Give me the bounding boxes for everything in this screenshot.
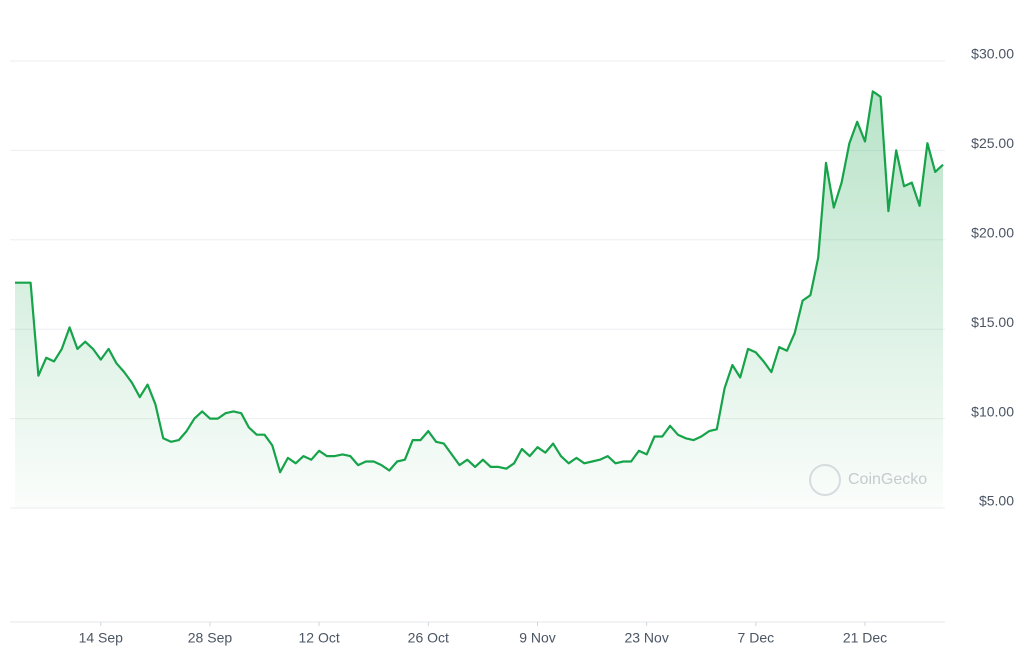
y-tick-label: $20.00 xyxy=(971,225,1014,241)
x-tick-label: 12 Oct xyxy=(299,630,340,646)
y-tick-label: $25.00 xyxy=(971,135,1014,151)
x-tick-label: 21 Dec xyxy=(843,630,887,646)
watermark: CoinGecko xyxy=(809,464,927,496)
x-tick-label: 26 Oct xyxy=(408,630,449,646)
y-tick-label: $10.00 xyxy=(971,403,1014,419)
y-tick-label: $30.00 xyxy=(971,46,1014,62)
x-tick-label: 9 Nov xyxy=(519,630,556,646)
x-tick-label: 28 Sep xyxy=(188,630,233,646)
watermark-logo xyxy=(809,464,841,496)
price-line xyxy=(15,90,944,474)
x-tick-label: 23 Nov xyxy=(624,630,668,646)
x-tick-label: 7 Dec xyxy=(738,630,775,646)
x-tick-label: 14 Sep xyxy=(79,630,124,646)
price-area xyxy=(15,91,943,509)
watermark-text: CoinGecko xyxy=(848,471,927,488)
y-tick-label: $5.00 xyxy=(979,493,1014,509)
y-tick-label: $15.00 xyxy=(971,314,1014,330)
